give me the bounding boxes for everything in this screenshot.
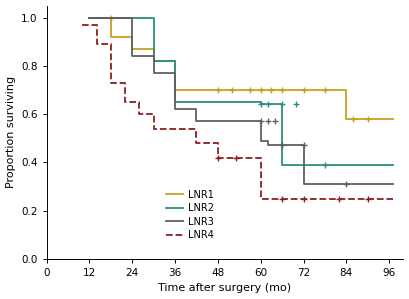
LNR3 <box>344 182 349 186</box>
LNR2 <box>258 103 263 106</box>
LNR1 <box>87 16 92 19</box>
LNR4 <box>216 141 220 145</box>
LNR4 <box>108 42 113 46</box>
LNR1 <box>216 88 220 92</box>
LNR3 <box>87 16 92 19</box>
LNR3 <box>258 120 263 123</box>
Legend: LNR1, LNR2, LNR3, LNR4: LNR1, LNR2, LNR3, LNR4 <box>162 186 218 244</box>
LNR3 <box>390 182 395 186</box>
LNR2 <box>173 59 178 63</box>
LNR1 <box>344 117 349 121</box>
Line: LNR3: LNR3 <box>90 18 393 184</box>
Line: LNR2: LNR2 <box>90 18 393 165</box>
LNR3 <box>251 120 256 123</box>
LNR4 <box>80 23 85 27</box>
X-axis label: Time after surgery (mo): Time after surgery (mo) <box>158 283 292 293</box>
LNR1 <box>173 59 178 63</box>
LNR1 <box>108 16 113 19</box>
LNR1 <box>130 35 135 39</box>
LNR4 <box>173 127 178 130</box>
LNR3 <box>258 139 263 142</box>
LNR1 <box>130 47 135 51</box>
LNR4 <box>173 127 178 130</box>
LNR3 <box>265 144 270 147</box>
LNR3 <box>216 120 220 123</box>
LNR3 <box>151 71 156 75</box>
Y-axis label: Proportion surviving: Proportion surviving <box>6 76 16 188</box>
LNR4 <box>94 23 99 27</box>
LNR3 <box>194 120 199 123</box>
LNR3 <box>151 54 156 58</box>
LNR4 <box>251 156 256 159</box>
LNR4 <box>108 81 113 85</box>
LNR4 <box>216 156 220 159</box>
LNR2 <box>280 103 285 106</box>
LNR1 <box>390 117 395 121</box>
LNR2 <box>151 59 156 63</box>
LNR4 <box>123 81 128 85</box>
LNR3 <box>251 120 256 123</box>
LNR3 <box>173 108 178 111</box>
LNR4 <box>137 100 142 104</box>
LNR4 <box>94 42 99 46</box>
LNR1 <box>344 88 349 92</box>
LNR3 <box>216 120 220 123</box>
LNR4 <box>151 127 156 130</box>
LNR4 <box>137 112 142 116</box>
LNR3 <box>194 108 199 111</box>
LNR3 <box>130 54 135 58</box>
LNR3 <box>173 71 178 75</box>
LNR3 <box>390 182 395 186</box>
LNR3 <box>280 144 285 147</box>
Line: LNR4: LNR4 <box>82 25 393 199</box>
LNR4 <box>390 197 395 200</box>
LNR4 <box>194 141 199 145</box>
LNR3 <box>280 144 285 147</box>
LNR2 <box>87 16 92 19</box>
LNR2 <box>280 163 285 167</box>
LNR1 <box>173 88 178 92</box>
LNR3 <box>344 182 349 186</box>
LNR1 <box>390 117 395 121</box>
LNR2 <box>216 100 220 104</box>
LNR4 <box>258 197 263 200</box>
LNR3 <box>265 139 270 142</box>
LNR2 <box>258 100 263 104</box>
LNR2 <box>390 163 395 167</box>
LNR2 <box>151 16 156 19</box>
LNR2 <box>216 100 220 104</box>
LNR1 <box>151 47 156 51</box>
LNR4 <box>390 197 395 200</box>
LNR4 <box>123 100 128 104</box>
LNR2 <box>390 163 395 167</box>
LNR4 <box>258 156 263 159</box>
LNR1 <box>151 59 156 63</box>
LNR1 <box>216 88 220 92</box>
LNR3 <box>301 182 306 186</box>
LNR1 <box>108 35 113 39</box>
LNR4 <box>151 112 156 116</box>
Line: LNR1: LNR1 <box>90 18 393 119</box>
LNR3 <box>301 144 306 147</box>
LNR4 <box>194 127 199 130</box>
LNR4 <box>251 156 256 159</box>
LNR3 <box>130 16 135 19</box>
LNR2 <box>173 100 178 104</box>
